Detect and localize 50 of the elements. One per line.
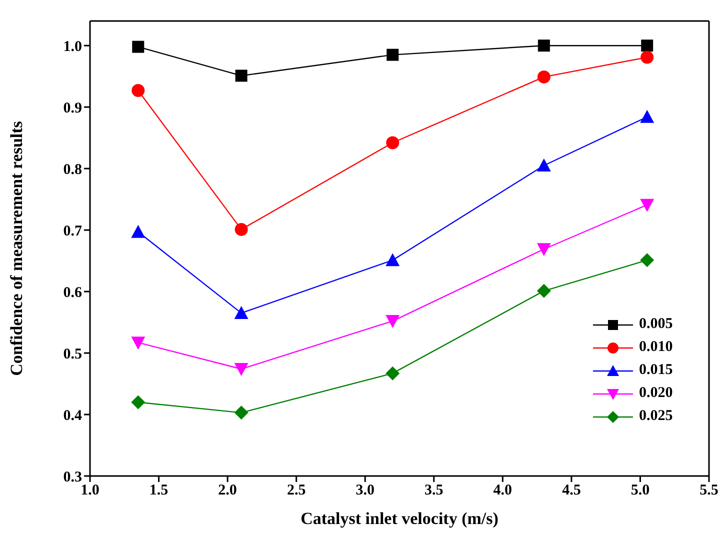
x-tick-label: 4.0 — [493, 482, 512, 499]
point — [131, 336, 146, 350]
x-tick-label: 1.5 — [149, 482, 168, 499]
x-tick-label: 2.0 — [218, 482, 237, 499]
point — [536, 284, 551, 298]
point — [234, 363, 248, 376]
point — [131, 395, 146, 410]
point — [386, 315, 400, 328]
point — [386, 136, 400, 150]
point — [640, 253, 654, 268]
x-axis-title: Catalyst inlet velocity (m/s) — [300, 509, 498, 528]
point — [640, 50, 654, 64]
point — [386, 48, 399, 61]
y-tick-label: 0.9 — [63, 100, 82, 116]
x-tick-label: 3.0 — [356, 482, 374, 499]
y-tick-label: 0.7 — [63, 223, 82, 240]
point — [640, 110, 654, 123]
y-tick-label: 0.6 — [63, 284, 82, 301]
point — [131, 224, 146, 238]
point — [536, 158, 551, 172]
y-tick-label: 0.4 — [63, 408, 82, 424]
y-tick-label: 0.8 — [63, 162, 82, 178]
legend-label: 0.020 — [639, 385, 673, 402]
point — [386, 253, 400, 266]
y-tick-label: 1.0 — [63, 38, 82, 55]
x-tick-label: 2.5 — [286, 482, 306, 499]
point — [132, 40, 144, 53]
legend-label: 0.005 — [639, 316, 673, 333]
point — [536, 243, 551, 256]
x-tick-label: 1.0 — [80, 482, 100, 499]
point — [641, 40, 654, 52]
x-tick-label: 3.5 — [424, 482, 444, 499]
y-tick-label: 0.5 — [63, 346, 82, 362]
y-tick-label: 0.3 — [63, 469, 82, 486]
point — [234, 406, 248, 420]
point — [537, 70, 550, 84]
point — [132, 84, 145, 97]
point — [640, 198, 654, 212]
x-tick-label: 5.0 — [630, 482, 650, 499]
x-tick-label: 4.5 — [562, 482, 581, 499]
legend-label: 0.025 — [639, 408, 673, 425]
legend-label: 0.010 — [639, 339, 673, 356]
point — [538, 40, 550, 52]
point — [235, 70, 248, 82]
y-axis-title: Confidence of measurement results — [7, 120, 26, 376]
legend-label: 0.015 — [639, 362, 673, 379]
point — [234, 306, 248, 320]
point — [386, 366, 400, 380]
x-tick-label: 5.5 — [700, 482, 718, 499]
point — [234, 222, 248, 236]
